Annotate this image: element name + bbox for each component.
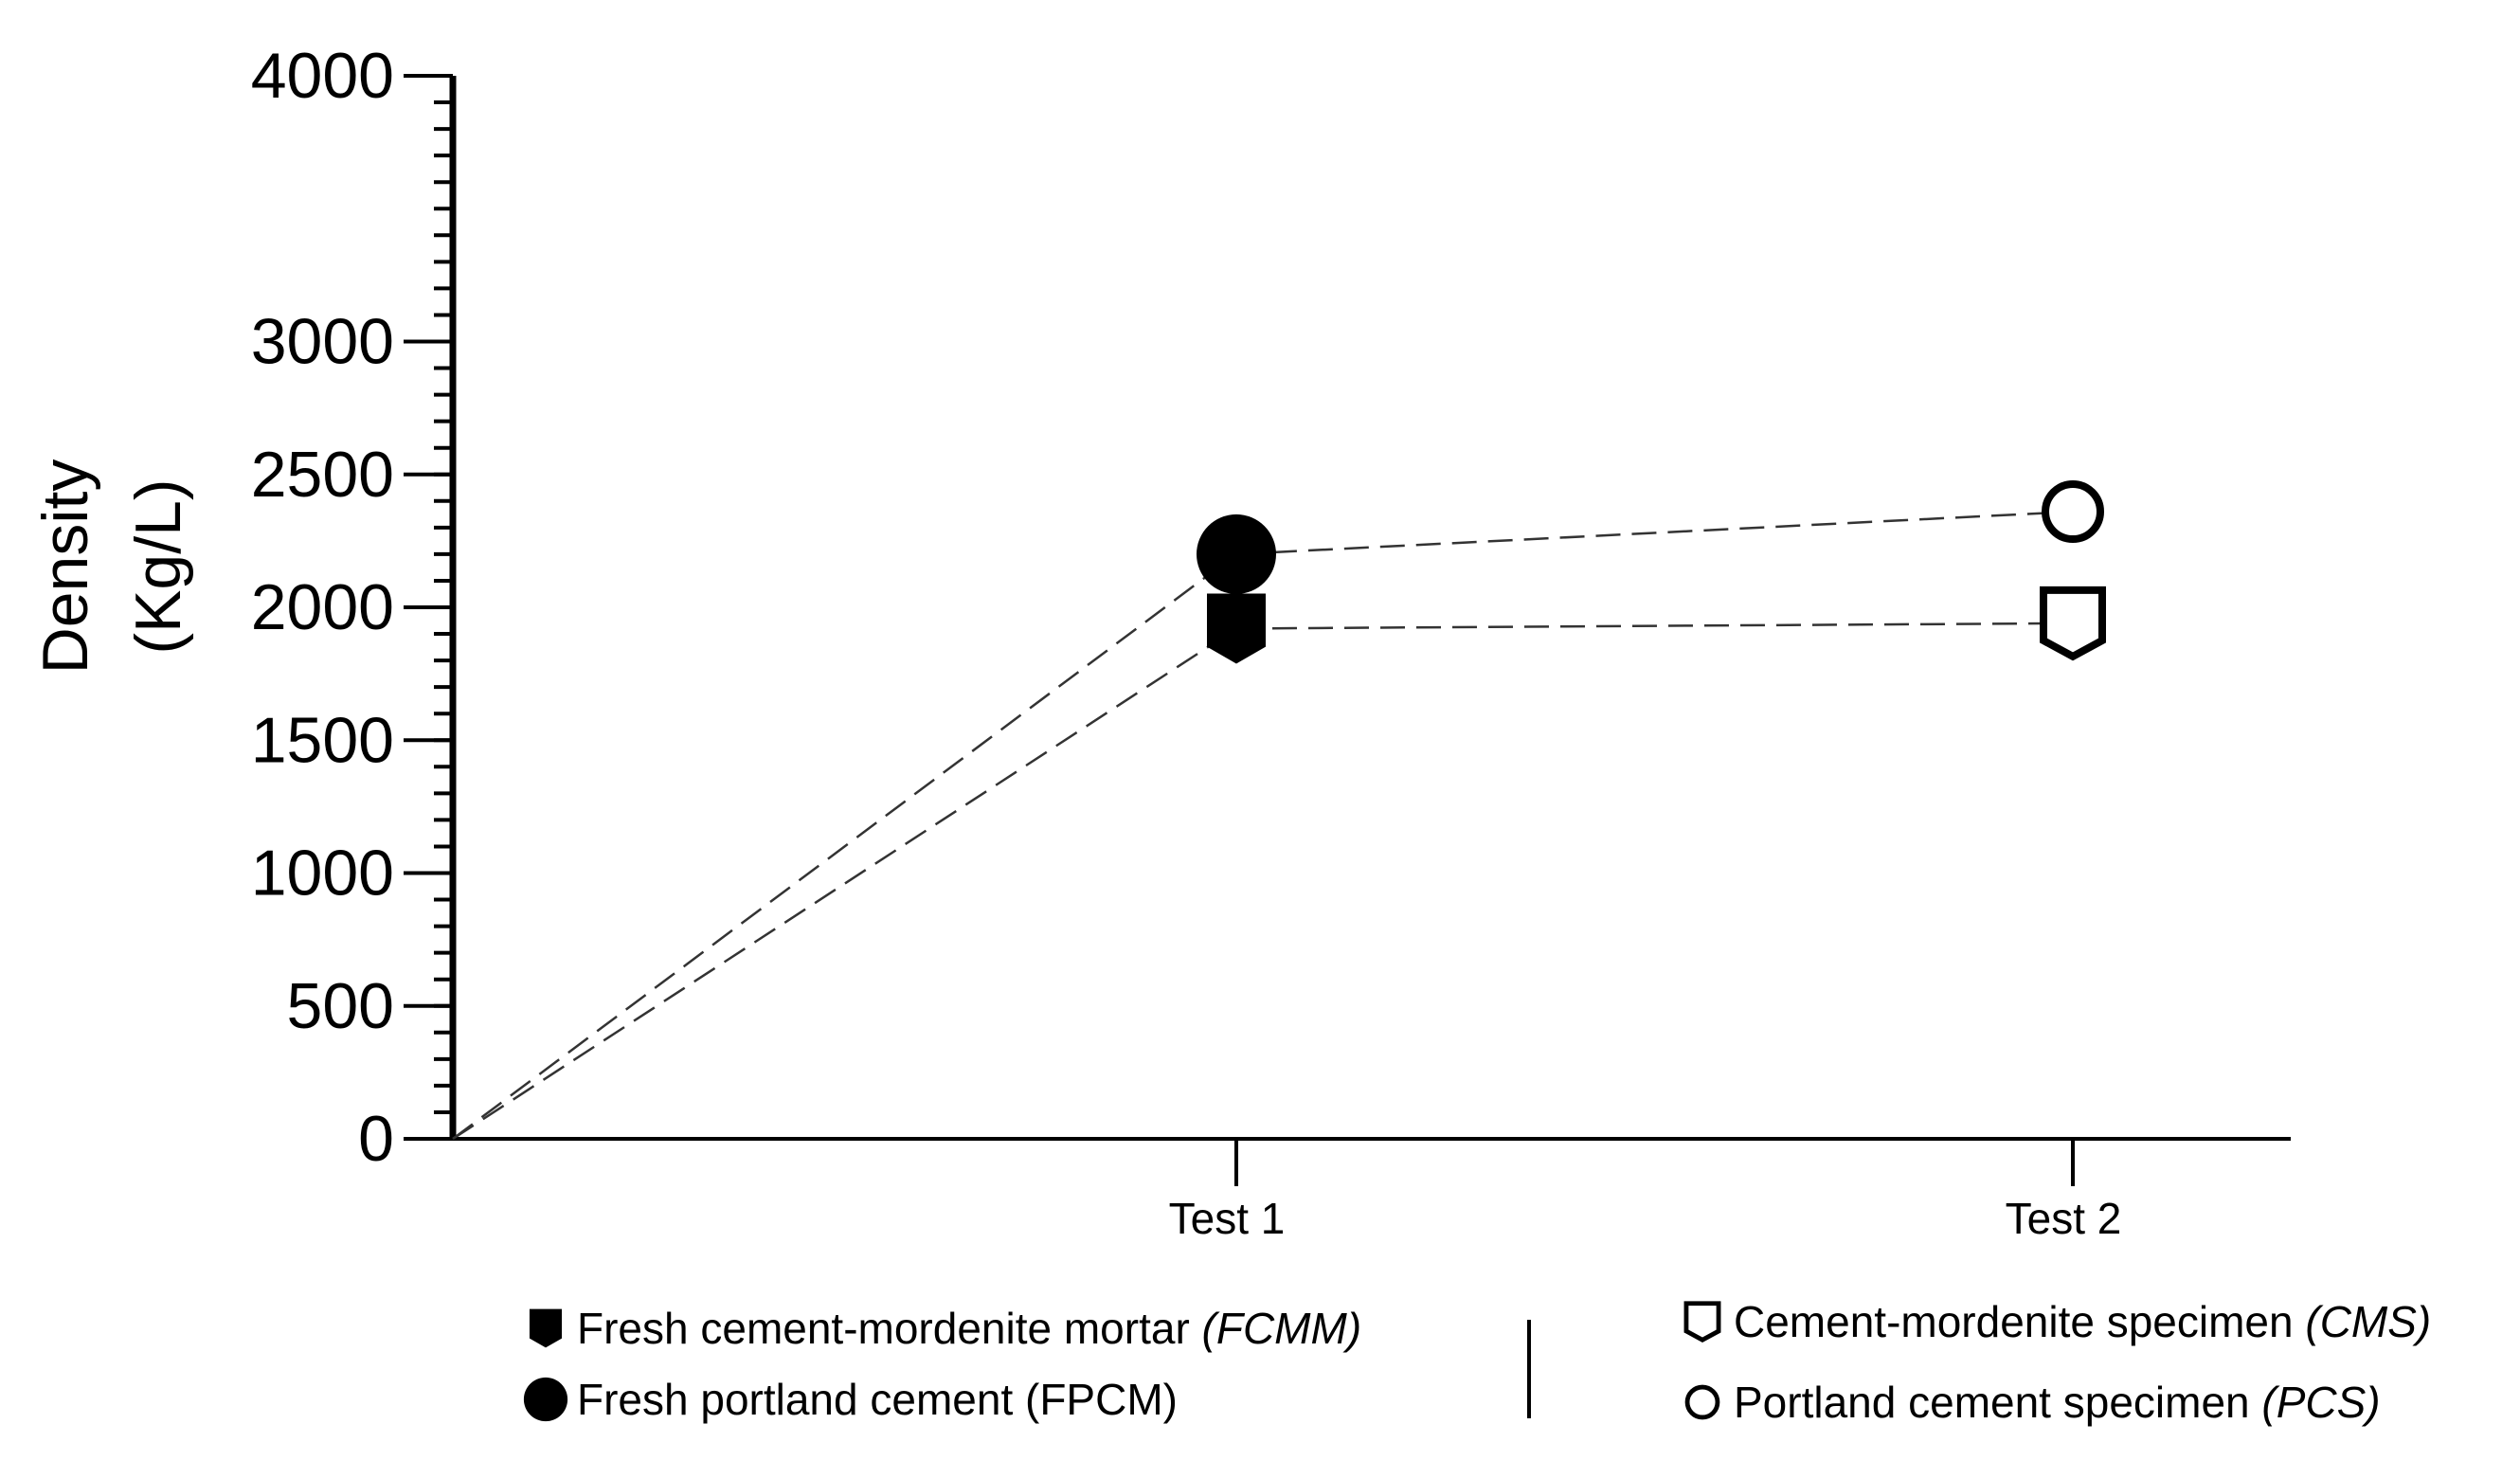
x-tick-label: Test 1	[1169, 1194, 1286, 1243]
series-connector-line	[1235, 622, 2074, 630]
legend-label: Fresh portland cement (FPCM)	[577, 1375, 1178, 1424]
legend-marker	[1684, 1384, 1720, 1420]
data-markers	[1197, 480, 2106, 664]
y-tick-label: 2000	[251, 571, 394, 643]
series-connector-line	[1235, 510, 2074, 556]
legend: Fresh cement-mordenite mortar (FCMM) Fres…	[523, 1297, 2431, 1427]
connector-lines	[452, 510, 2074, 1141]
legend-item: Portland cement specimen (PCS)	[1684, 1378, 2381, 1427]
data-point	[2042, 480, 2104, 544]
legend-item: Fresh cement-mordenite mortar (FCMM)	[529, 1304, 1361, 1353]
legend-marker	[529, 1308, 563, 1348]
legend-item: Cement-mordenite specimen (CMS)	[1683, 1297, 2431, 1346]
data-point	[2040, 586, 2106, 661]
y-tick-label: 2500	[251, 439, 394, 511]
series-connector-line	[452, 552, 1237, 1141]
y-axis-title-line2: (Kg/L)	[122, 478, 194, 654]
x-tick-label: Test 2	[2006, 1194, 2122, 1243]
y-tick-label: 1000	[251, 838, 394, 910]
data-point	[1207, 593, 1266, 664]
y-tick-label: 4000	[251, 40, 394, 112]
legend-label: Cement-mordenite specimen (CMS)	[1734, 1297, 2431, 1346]
legend-label: Portland cement specimen (PCS)	[1734, 1378, 2381, 1427]
y-tick-label: 1500	[251, 704, 394, 776]
data-point	[1197, 514, 1276, 594]
legend-marker	[523, 1377, 568, 1422]
legend-marker	[1683, 1301, 1721, 1343]
legend-label: Fresh cement-mordenite mortar (FCMM)	[577, 1304, 1361, 1353]
y-tick-label: 500	[287, 970, 394, 1042]
y-axis-title: Density (Kg/L)	[29, 460, 194, 675]
y-tick-label: 0	[358, 1103, 394, 1175]
y-axis-title-line1: Density	[29, 460, 101, 675]
legend-item: Fresh portland cement (FPCM)	[523, 1375, 1178, 1424]
axes: 0 500 1000 1500 2000 2500 3000 4000 Test 1 Test 2	[251, 40, 2291, 1243]
series-connector-line	[452, 627, 1237, 1141]
y-tick-label: 3000	[251, 306, 394, 378]
